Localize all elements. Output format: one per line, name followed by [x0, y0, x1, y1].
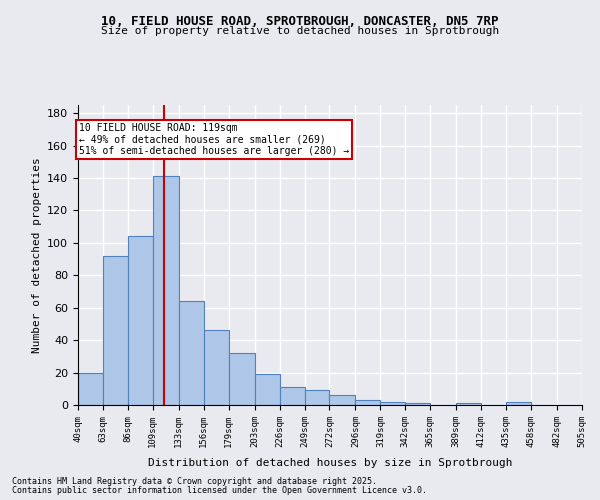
Bar — [103, 256, 128, 405]
Text: Contains HM Land Registry data © Crown copyright and database right 2025.: Contains HM Land Registry data © Crown c… — [12, 477, 377, 486]
Text: Size of property relative to detached houses in Sprotbrough: Size of property relative to detached ho… — [101, 26, 499, 36]
Bar — [254, 374, 280, 405]
Bar — [204, 330, 229, 405]
Bar — [280, 387, 305, 405]
Bar — [305, 390, 329, 405]
Bar — [179, 301, 204, 405]
Text: 10 FIELD HOUSE ROAD: 119sqm
← 49% of detached houses are smaller (269)
51% of se: 10 FIELD HOUSE ROAD: 119sqm ← 49% of det… — [79, 123, 349, 156]
Bar — [506, 402, 531, 405]
Bar — [78, 372, 103, 405]
Bar — [229, 353, 254, 405]
Bar — [355, 400, 380, 405]
Text: Distribution of detached houses by size in Sprotbrough: Distribution of detached houses by size … — [148, 458, 512, 468]
Bar — [456, 404, 481, 405]
Text: Contains public sector information licensed under the Open Government Licence v3: Contains public sector information licen… — [12, 486, 427, 495]
Bar — [128, 236, 153, 405]
Text: 10, FIELD HOUSE ROAD, SPROTBROUGH, DONCASTER, DN5 7RP: 10, FIELD HOUSE ROAD, SPROTBROUGH, DONCA… — [101, 15, 499, 28]
Bar — [329, 396, 355, 405]
Y-axis label: Number of detached properties: Number of detached properties — [32, 157, 41, 353]
Bar — [380, 402, 406, 405]
Bar — [153, 176, 179, 405]
Bar — [406, 404, 430, 405]
